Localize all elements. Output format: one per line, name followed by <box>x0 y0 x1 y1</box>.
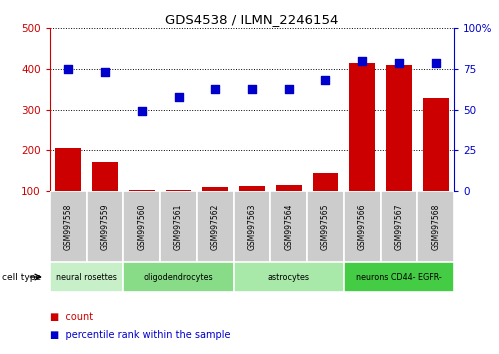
Point <box>321 78 329 83</box>
Bar <box>87 191 123 262</box>
Bar <box>307 191 344 262</box>
Text: GSM997568: GSM997568 <box>431 203 440 250</box>
Bar <box>417 191 454 262</box>
Text: GSM997561: GSM997561 <box>174 203 183 250</box>
Bar <box>312 173 338 191</box>
Bar <box>234 262 344 292</box>
Bar <box>386 65 412 191</box>
Point <box>358 58 366 64</box>
Bar <box>166 189 191 191</box>
Text: GSM997567: GSM997567 <box>395 203 404 250</box>
Bar <box>344 191 381 262</box>
Text: oligodendrocytes: oligodendrocytes <box>144 273 213 281</box>
Text: neurons CD44- EGFR-: neurons CD44- EGFR- <box>356 273 442 281</box>
Bar <box>276 185 301 191</box>
Point <box>248 86 256 91</box>
Text: astrocytes: astrocytes <box>268 273 310 281</box>
Text: GSM997559: GSM997559 <box>100 203 109 250</box>
Point <box>432 60 440 65</box>
Point <box>395 60 403 65</box>
Text: ■  count: ■ count <box>50 312 93 322</box>
Bar <box>239 186 265 191</box>
Bar <box>92 162 118 191</box>
Bar <box>123 262 234 292</box>
Bar <box>423 97 449 191</box>
Point <box>211 86 219 91</box>
Bar <box>203 187 228 191</box>
Bar <box>349 63 375 191</box>
Text: GSM997560: GSM997560 <box>137 203 146 250</box>
Bar <box>55 148 81 191</box>
Text: GSM997564: GSM997564 <box>284 203 293 250</box>
Point <box>101 69 109 75</box>
Text: GSM997562: GSM997562 <box>211 203 220 250</box>
Bar <box>50 191 87 262</box>
Text: GSM997566: GSM997566 <box>358 203 367 250</box>
Text: GSM997558: GSM997558 <box>64 203 73 250</box>
Text: cell type: cell type <box>2 273 41 281</box>
Bar <box>381 191 417 262</box>
Bar <box>123 191 160 262</box>
Bar <box>197 191 234 262</box>
Bar <box>270 191 307 262</box>
Text: ■  percentile rank within the sample: ■ percentile rank within the sample <box>50 330 231 339</box>
Text: GSM997563: GSM997563 <box>248 203 256 250</box>
Bar <box>160 191 197 262</box>
Bar <box>344 262 454 292</box>
Point <box>285 86 293 91</box>
Bar <box>234 191 270 262</box>
Point <box>138 109 146 114</box>
Point <box>175 94 183 99</box>
Bar <box>50 262 123 292</box>
Text: GSM997565: GSM997565 <box>321 203 330 250</box>
Bar <box>129 190 155 191</box>
Point <box>64 66 72 72</box>
Text: neural rosettes: neural rosettes <box>56 273 117 281</box>
Title: GDS4538 / ILMN_2246154: GDS4538 / ILMN_2246154 <box>165 13 339 26</box>
